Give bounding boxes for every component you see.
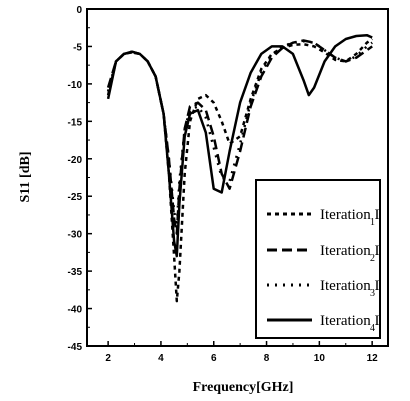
- legend-label-1: Iteration I: [320, 207, 380, 223]
- x-axis-ticks: 2 4 6 8 10 12: [105, 341, 378, 364]
- y-axis-ticks: 0 -5 -10 -15 -20 -25 -30 -35 -40 -45: [68, 5, 92, 353]
- series-line-2: [106, 39, 373, 235]
- x-tick-label: 8: [264, 353, 270, 364]
- series-line-4: [106, 33, 373, 258]
- x-tick-label: 4: [158, 353, 164, 364]
- y-tick-label: -45: [68, 342, 83, 353]
- y-tick-label: -5: [73, 42, 82, 53]
- series-lines: [106, 33, 373, 303]
- y-tick-label: -10: [68, 80, 83, 91]
- x-tick-label: 10: [314, 353, 326, 364]
- y-tick-label: -15: [68, 117, 83, 128]
- y-tick-label: -30: [68, 230, 83, 241]
- y-axis-title: S11 [dB]: [18, 152, 33, 203]
- legend-label-4: Iteration I: [320, 313, 380, 329]
- legend-label-3: Iteration I: [320, 278, 380, 294]
- legend-subscript-4: 4: [370, 323, 375, 334]
- y-tick-label: 0: [76, 5, 82, 16]
- x-tick-label: 12: [367, 353, 379, 364]
- y-tick-label: -25: [68, 192, 83, 203]
- legend-subscript-2: 2: [370, 253, 375, 264]
- x-tick-label: 6: [211, 353, 217, 364]
- x-axis-title: Frequency[GHz]: [193, 380, 294, 395]
- legend-subscript-1: 1: [370, 217, 375, 228]
- y-tick-label: -20: [68, 155, 83, 166]
- legend-label-2: Iteration I: [320, 243, 380, 259]
- legend-box: [255, 179, 381, 339]
- x-tick-label: 2: [105, 353, 111, 364]
- y-tick-label: -40: [68, 305, 83, 316]
- y-tick-label: -35: [68, 267, 83, 278]
- series-line-1: [106, 37, 373, 303]
- legend-subscript-3: 3: [370, 288, 375, 299]
